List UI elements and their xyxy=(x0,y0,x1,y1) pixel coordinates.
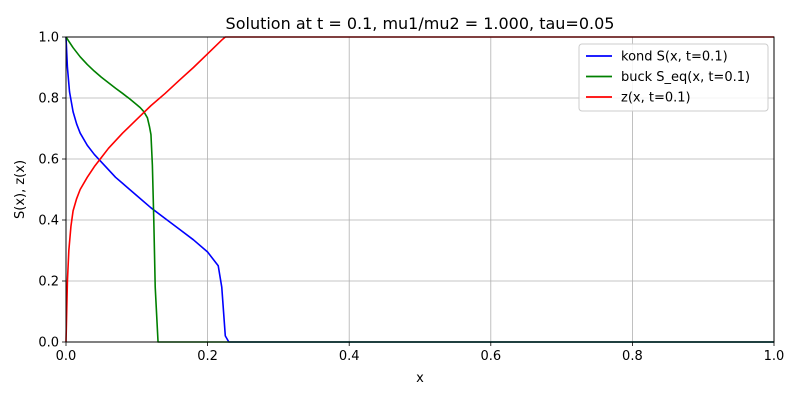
y-tick-label: 0.2 xyxy=(38,275,59,290)
x-tick-label: 0.0 xyxy=(56,349,77,364)
y-tick-label: 0.6 xyxy=(38,153,59,168)
x-tick-label: 0.2 xyxy=(197,349,218,364)
series-line-1 xyxy=(65,36,774,343)
x-tick-label: 0.8 xyxy=(622,349,643,364)
series-line-0 xyxy=(65,36,774,343)
series-line-2 xyxy=(65,36,774,343)
axis-ticks: 0.0 0.2 0.4 0.6 0.8 1.0 0.0 0.2 0.4 0.6 0.8 1.0 xyxy=(38,31,784,365)
chart-title: Solution at t = 0.1, mu1/mu2 = 1.000, ta… xyxy=(226,14,615,33)
x-tick-label: 1.0 xyxy=(764,349,785,364)
legend-label: z(x, t=0.1) xyxy=(621,91,691,106)
x-tick-label: 0.4 xyxy=(339,349,360,364)
legend-label: kond S(x, t=0.1) xyxy=(621,50,728,65)
series-lines xyxy=(65,36,774,343)
plot-area-frame xyxy=(65,36,775,343)
y-tick-label: 0.4 xyxy=(38,214,59,229)
legend-label: buck S_eq(x, t=0.1) xyxy=(621,70,750,85)
legend: kond S(x, t=0.1) buck S_eq(x, t=0.1) z(x, … xyxy=(578,43,769,112)
x-tick-label: 0.6 xyxy=(480,349,501,364)
y-axis-label: S(x), z(x) xyxy=(13,160,28,219)
y-tick-label: 0.8 xyxy=(38,92,59,107)
legend-box xyxy=(578,43,769,112)
y-tick-label: 0.0 xyxy=(38,336,59,351)
y-tick-label: 1.0 xyxy=(38,31,59,46)
x-axis-label: x xyxy=(416,371,424,386)
